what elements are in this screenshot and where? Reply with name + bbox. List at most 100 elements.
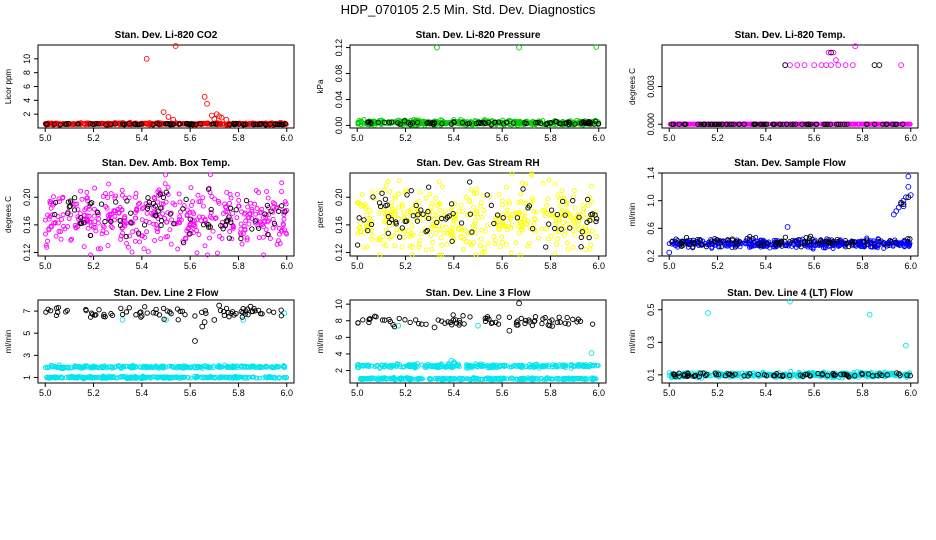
- panel-sampleflow: Stan. Dev. Sample Flowml/min0.20.61.01.4…: [628, 158, 919, 271]
- data-point: [361, 217, 367, 223]
- data-point: [242, 311, 248, 317]
- data-point: [260, 234, 266, 240]
- data-point: [166, 375, 172, 381]
- data-point: [78, 215, 84, 221]
- data-point: [124, 198, 130, 204]
- data-point: [458, 220, 465, 226]
- data-point: [544, 363, 550, 369]
- data-point: [72, 202, 78, 207]
- data-point: [547, 120, 553, 126]
- data-point: [419, 119, 425, 125]
- data-point: [486, 365, 492, 371]
- x-tick-label: 5.6: [496, 133, 509, 143]
- data-point: [144, 229, 150, 235]
- data-point: [433, 212, 439, 218]
- data-point: [270, 216, 276, 222]
- data-point: [186, 225, 192, 231]
- data-point: [134, 206, 140, 212]
- data-point: [595, 120, 602, 127]
- data-point: [526, 240, 532, 246]
- data-point: [532, 314, 539, 320]
- x-tick-label: 5.0: [351, 133, 364, 143]
- data-point: [455, 361, 461, 367]
- data-point: [751, 243, 757, 249]
- data-point: [572, 205, 578, 211]
- data-point: [159, 217, 165, 224]
- y-axis-label: kPa: [316, 79, 325, 93]
- data-point: [508, 225, 514, 231]
- data-point: [200, 214, 206, 220]
- data-point: [157, 374, 163, 380]
- data-point: [519, 364, 525, 370]
- data-point: [572, 121, 578, 127]
- data-point: [281, 212, 287, 218]
- y-tick-label: 1.4: [646, 167, 656, 180]
- data-point: [834, 239, 840, 245]
- data-point: [51, 121, 57, 127]
- data-point: [448, 201, 455, 207]
- data-point: [546, 236, 552, 242]
- y-tick-label: 5: [22, 331, 32, 336]
- data-point: [244, 237, 250, 243]
- data-point: [587, 119, 593, 126]
- data-point: [123, 233, 129, 240]
- data-point: [209, 112, 215, 119]
- data-point: [459, 209, 465, 215]
- data-point: [88, 364, 94, 370]
- data-point: [79, 196, 85, 202]
- plot-frame: [661, 299, 919, 384]
- data-point: [586, 364, 591, 370]
- data-point: [60, 195, 65, 201]
- data-point: [164, 219, 170, 225]
- data-point: [95, 209, 101, 216]
- data-point: [559, 188, 565, 194]
- data-point: [477, 243, 483, 248]
- panel-title: Stan. Dev. Amb. Box Temp.: [102, 158, 230, 169]
- data-point: [385, 178, 391, 184]
- data-point: [368, 221, 375, 228]
- data-point: [361, 121, 367, 127]
- data-point: [151, 195, 157, 200]
- data-point: [780, 121, 786, 127]
- data-point: [66, 204, 72, 210]
- data-point: [449, 230, 455, 236]
- data-point: [900, 121, 906, 127]
- data-point: [393, 219, 399, 225]
- data-point: [904, 241, 910, 247]
- data-point: [194, 217, 200, 223]
- data-point: [216, 363, 221, 369]
- data-point: [589, 375, 594, 381]
- data-point: [703, 243, 710, 250]
- data-point: [507, 376, 513, 382]
- data-point: [801, 240, 808, 246]
- data-point: [264, 202, 271, 209]
- data-point: [160, 365, 166, 371]
- data-point: [575, 215, 581, 221]
- data-point: [244, 364, 250, 370]
- plot-frame: [661, 44, 919, 129]
- x-tick-label: 6.0: [592, 388, 605, 398]
- x-tick-label: 5.2: [711, 388, 724, 398]
- data-point: [545, 196, 551, 202]
- data-point: [82, 363, 88, 369]
- data-point: [137, 200, 142, 206]
- data-point: [392, 195, 398, 201]
- data-point: [409, 120, 416, 126]
- x-tick-label: 5.8: [856, 388, 869, 398]
- data-point: [139, 313, 145, 319]
- data-point: [452, 317, 459, 323]
- data-point: [844, 121, 850, 127]
- data-point: [184, 207, 190, 213]
- data-point: [557, 319, 563, 325]
- data-point: [433, 195, 438, 201]
- data-point: [84, 217, 90, 222]
- data-point: [82, 217, 87, 223]
- data-point: [44, 244, 50, 250]
- data-point: [499, 202, 505, 208]
- data-point: [169, 121, 175, 128]
- data-point: [402, 376, 408, 382]
- data-point: [84, 195, 90, 201]
- data-point: [108, 218, 114, 225]
- data-point: [44, 364, 50, 370]
- data-point: [160, 211, 166, 217]
